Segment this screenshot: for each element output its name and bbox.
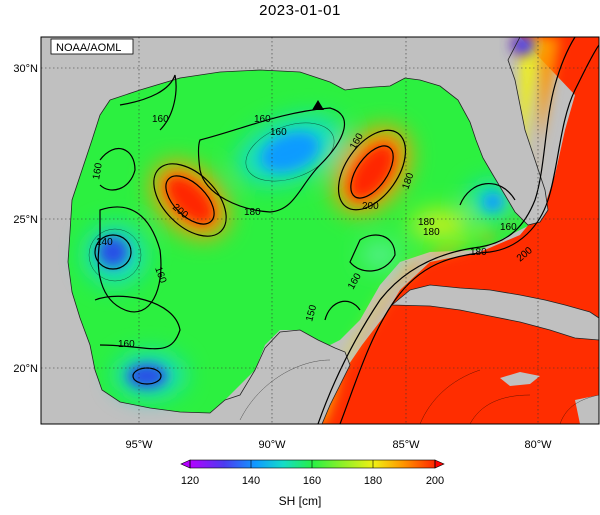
contour-label: 180 <box>470 247 487 258</box>
colorbar-tick-label: 120 <box>181 475 199 487</box>
lon-label: 95°W <box>125 439 153 451</box>
lon-label: 80°W <box>524 439 552 451</box>
contour-label: 150 <box>304 303 319 322</box>
yucatan-land <box>240 330 350 424</box>
gulf-of-mexico-water <box>68 70 550 413</box>
contour-label: 180 <box>418 217 435 228</box>
contour-label: 180 <box>244 207 261 218</box>
contour-label: 160 <box>91 162 105 181</box>
lon-label: 90°W <box>258 439 286 451</box>
colorbar-tick-label: 160 <box>303 475 321 487</box>
contour-labels: 160 160 160 160 180 200 180 160 140 160 … <box>91 114 535 350</box>
lat-label: 30°N <box>13 63 38 75</box>
lat-label: 20°N <box>13 363 38 375</box>
caribbean-atlantic-water <box>318 37 599 424</box>
colorbar-tick-label: 200 <box>426 475 444 487</box>
colorbar-tick-label: 140 <box>242 475 260 487</box>
contour-label: 140 <box>96 237 113 248</box>
graticule <box>41 37 599 424</box>
credit-box <box>50 38 134 55</box>
buoy-marker-icon <box>312 100 324 110</box>
lon-label: 85°W <box>392 439 420 451</box>
credit-text: NOAA/AOML <box>56 42 121 54</box>
contour-label: 180 <box>423 227 440 238</box>
florida-land <box>405 60 548 225</box>
colorbar-tick-label: 180 <box>364 475 382 487</box>
map-title: 2023-01-01 <box>259 2 341 19</box>
contour-label: 200 <box>362 201 379 212</box>
lat-label: 25°N <box>13 214 38 226</box>
map-frame <box>40 36 600 425</box>
contour-label: 160 <box>270 127 287 138</box>
contour-label: 160 <box>500 222 517 233</box>
contour-label: 160 <box>118 339 135 350</box>
cuba-land <box>392 285 599 340</box>
colorbar: 120 140 160 180 200 <box>180 459 445 487</box>
colorbar-title: SH [cm] <box>278 494 322 508</box>
contour-lines <box>94 37 599 424</box>
contour-label: 160 <box>152 114 169 125</box>
contour-label: 160 <box>254 114 271 125</box>
